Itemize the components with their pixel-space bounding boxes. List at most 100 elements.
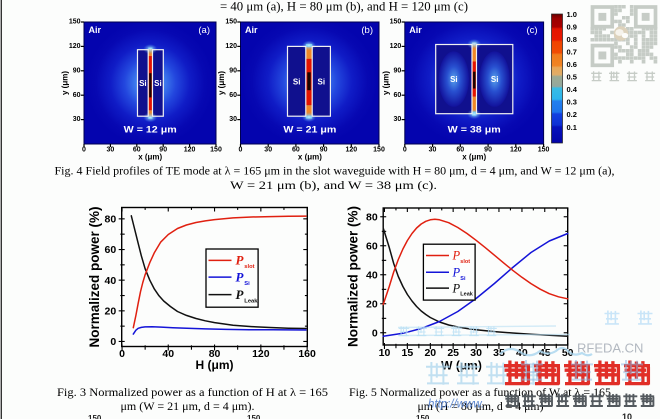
svg-text:60: 60 — [133, 147, 141, 154]
svg-text:0: 0 — [119, 348, 125, 360]
svg-text:0.2: 0.2 — [567, 110, 577, 119]
svg-text:20: 20 — [366, 299, 378, 311]
svg-text:x (μm): x (μm) — [138, 153, 162, 162]
svg-text:120: 120 — [345, 147, 357, 154]
svg-text:60: 60 — [73, 92, 81, 99]
svg-text:150: 150 — [88, 414, 102, 419]
svg-text:0.9: 0.9 — [567, 22, 577, 31]
svg-text:30: 30 — [470, 347, 482, 359]
svg-text:0.1: 0.1 — [567, 123, 577, 132]
svg-text:Si: Si — [318, 78, 326, 87]
svg-text:Si: Si — [450, 75, 458, 84]
svg-text:90: 90 — [484, 147, 492, 154]
svg-text:(c): (c) — [527, 25, 538, 36]
svg-text:P: P — [236, 287, 245, 302]
svg-text:60: 60 — [292, 147, 300, 154]
svg-text:60: 60 — [105, 244, 117, 256]
svg-text:30: 30 — [229, 116, 237, 123]
svg-text:Si: Si — [460, 276, 466, 282]
svg-text:120: 120 — [390, 43, 402, 50]
svg-text:0.7: 0.7 — [567, 47, 577, 56]
svg-text:http://www.: http://www. — [428, 399, 484, 411]
svg-text:150: 150 — [247, 414, 261, 419]
svg-text:Normalized power (%): Normalized power (%) — [346, 206, 361, 347]
svg-text:30: 30 — [394, 116, 402, 123]
svg-text:x (μm): x (μm) — [298, 153, 322, 162]
svg-text:H (μm): H (μm) — [195, 358, 233, 372]
svg-text:Fig. 3 Normalized power as a f: Fig. 3 Normalized power as a function of… — [57, 385, 328, 399]
svg-text:20: 20 — [424, 347, 436, 359]
svg-text:0: 0 — [110, 336, 116, 348]
svg-text:P: P — [452, 249, 461, 263]
svg-text:0.4: 0.4 — [567, 85, 578, 94]
svg-text:90: 90 — [229, 67, 237, 74]
svg-text:μm (W = 21 μm, d = 4 μm).: μm (W = 21 μm, d = 4 μm). — [121, 399, 255, 413]
svg-text:30: 30 — [429, 147, 437, 154]
svg-text:60: 60 — [366, 241, 378, 253]
svg-text:35: 35 — [493, 347, 505, 359]
svg-text:W = 38 μm: W = 38 μm — [448, 125, 501, 136]
svg-text:Air: Air — [245, 25, 258, 35]
svg-text:(a): (a) — [198, 25, 210, 36]
svg-text:P: P — [236, 253, 245, 268]
svg-text:1.0: 1.0 — [567, 10, 577, 19]
svg-text:Si: Si — [491, 75, 499, 84]
svg-text:slot: slot — [244, 264, 254, 270]
svg-text:40: 40 — [105, 275, 117, 287]
svg-text:150: 150 — [538, 147, 550, 154]
svg-text:10: 10 — [379, 347, 391, 359]
svg-text:W = 12 μm: W = 12 μm — [124, 125, 177, 136]
svg-text:y (μm): y (μm) — [381, 71, 390, 95]
svg-text:40: 40 — [366, 270, 378, 282]
svg-text:Fig. 4 Field profiles of TE mo: Fig. 4 Field profiles of TE mode at λ = … — [55, 164, 615, 178]
svg-text:120: 120 — [252, 348, 270, 360]
svg-text:Si: Si — [139, 79, 147, 88]
svg-text:90: 90 — [320, 147, 328, 154]
svg-text:150: 150 — [416, 414, 430, 419]
svg-text:P: P — [236, 269, 245, 284]
svg-text:Leak: Leak — [460, 292, 473, 298]
svg-text:120: 120 — [510, 147, 522, 154]
svg-text:120: 120 — [69, 43, 81, 50]
svg-text:Si: Si — [154, 79, 162, 88]
svg-text:30: 30 — [107, 147, 115, 154]
svg-text:80: 80 — [105, 214, 117, 226]
svg-text:0: 0 — [372, 328, 378, 340]
svg-text:30: 30 — [73, 116, 81, 123]
svg-text:= 40 μm (a), H = 80 μm (b), an: = 40 μm (a), H = 80 μm (b), and H = 120 … — [220, 0, 468, 14]
svg-text:W = 21 μm (b), and W = 38 μm (: W = 21 μm (b), and W = 38 μm (c). — [230, 178, 437, 192]
svg-text:(b): (b) — [361, 25, 373, 36]
svg-text:25: 25 — [447, 347, 459, 359]
svg-text:Fig. 5 Normalized power as a f: Fig. 5 Normalized power as a function of… — [349, 385, 611, 399]
svg-text:15: 15 — [402, 347, 414, 359]
svg-text:150: 150 — [210, 147, 222, 154]
svg-text:Normalized power (%): Normalized power (%) — [87, 206, 102, 347]
svg-text:150: 150 — [69, 19, 81, 26]
svg-text:0: 0 — [82, 147, 86, 154]
svg-text:0.5: 0.5 — [567, 73, 577, 82]
svg-text:0: 0 — [403, 147, 407, 154]
svg-text:RFEDA.CN: RFEDA.CN — [577, 341, 643, 356]
svg-text:60: 60 — [229, 92, 237, 99]
svg-text:150: 150 — [225, 19, 237, 26]
svg-text:Air: Air — [409, 25, 422, 35]
svg-text:90: 90 — [394, 67, 402, 74]
svg-text:Air: Air — [89, 25, 102, 35]
svg-text:0.3: 0.3 — [567, 98, 577, 107]
svg-text:40: 40 — [162, 348, 174, 360]
svg-text:120: 120 — [184, 147, 196, 154]
svg-text:80: 80 — [209, 348, 221, 360]
svg-text:x (μm): x (μm) — [462, 153, 486, 162]
svg-text:160: 160 — [298, 348, 316, 360]
svg-text:Si: Si — [244, 281, 250, 287]
svg-text:0.8: 0.8 — [567, 35, 577, 44]
svg-text:0: 0 — [239, 147, 243, 154]
svg-text:y (μm): y (μm) — [61, 71, 70, 95]
svg-text:slot: slot — [460, 259, 470, 265]
svg-text:10: 10 — [622, 412, 632, 419]
svg-text:120: 120 — [225, 43, 237, 50]
svg-text:90: 90 — [73, 67, 81, 74]
svg-text:150: 150 — [390, 19, 402, 26]
svg-text:P: P — [452, 281, 461, 295]
svg-text:Si: Si — [293, 78, 301, 87]
